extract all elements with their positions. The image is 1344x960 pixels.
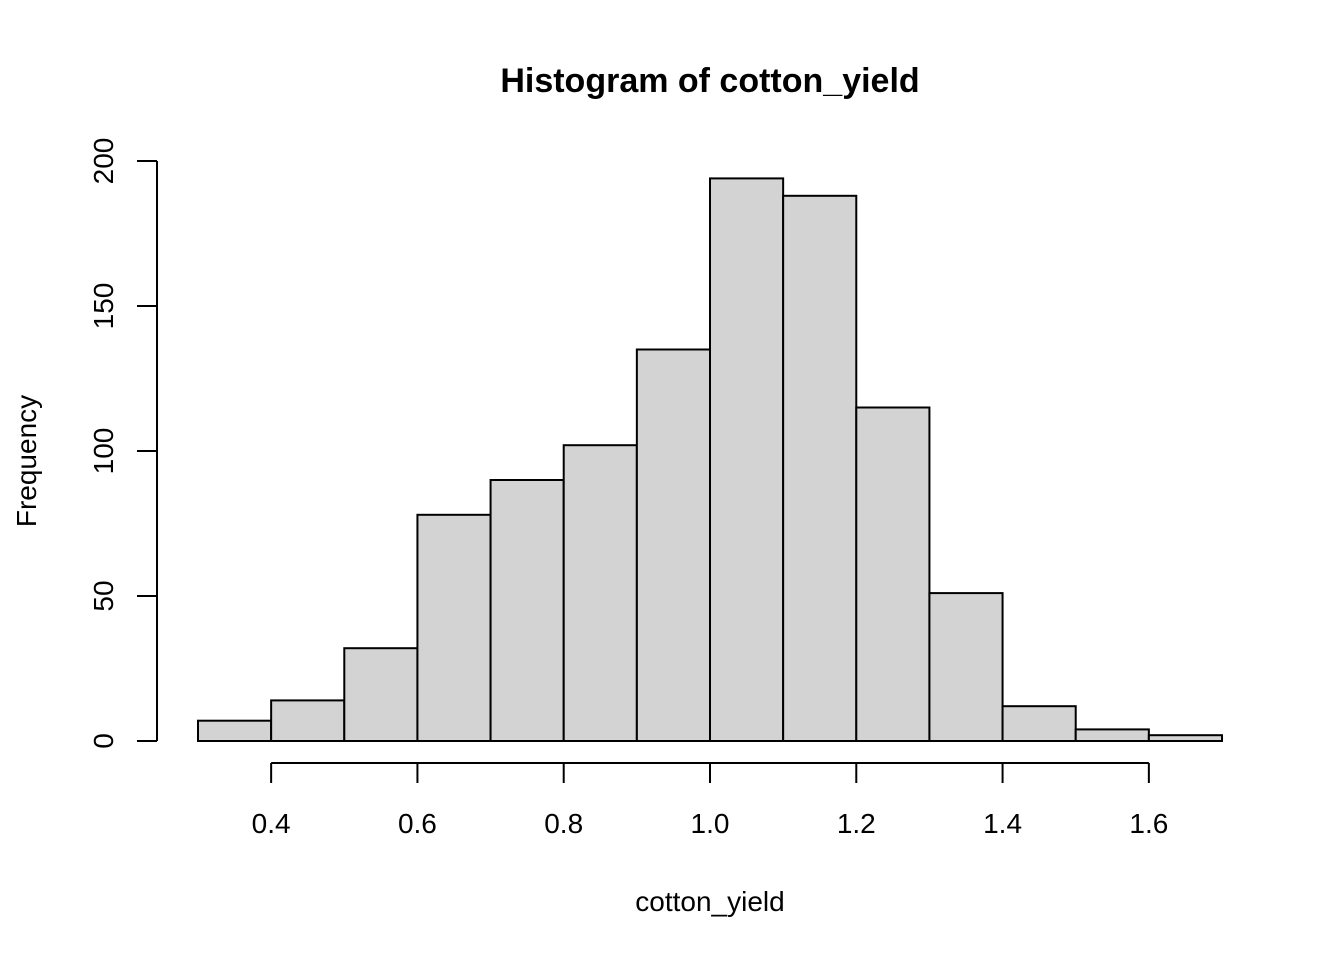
y-tick-label-2: 100 <box>88 428 119 475</box>
histogram-bar-0 <box>197 719 273 743</box>
y-tick-label-4: 200 <box>88 138 119 185</box>
y-axis-label: Frequency <box>11 395 42 527</box>
y-tick-label-0: 0 <box>88 733 119 749</box>
histogram-bar-3 <box>416 513 492 742</box>
histogram-bar-8 <box>782 194 858 743</box>
histogram-bar-1 <box>270 699 346 743</box>
chart-title: Histogram of cotton_yield <box>500 62 919 100</box>
histogram-bar-4 <box>489 479 565 742</box>
histogram-bar-6 <box>635 348 711 742</box>
y-axis: 0 50 100 150 200 <box>88 138 158 749</box>
histogram-bar-9 <box>855 406 931 742</box>
x-tick-label-6: 1.6 <box>1129 808 1168 839</box>
histogram-bar-5 <box>562 444 638 742</box>
x-tick-label-2: 0.8 <box>544 808 583 839</box>
x-tick-label-3: 1.0 <box>691 808 730 839</box>
x-tick-label-4: 1.2 <box>837 808 876 839</box>
x-axis: 0.4 0.6 0.8 1.0 1.2 1.4 1.6 <box>252 762 1168 839</box>
x-tick-label-1: 0.6 <box>398 808 437 839</box>
bars-group <box>197 177 1224 743</box>
x-axis-label: cotton_yield <box>635 886 784 917</box>
histogram-bar-12 <box>1074 728 1150 743</box>
histogram-bar-2 <box>343 647 419 743</box>
histogram-bar-7 <box>709 177 785 742</box>
x-tick-label-0: 0.4 <box>252 808 291 839</box>
x-tick-label-5: 1.4 <box>983 808 1022 839</box>
y-tick-label-1: 50 <box>88 580 119 611</box>
histogram-bar-11 <box>1001 705 1077 743</box>
histogram-bar-13 <box>1147 734 1224 743</box>
y-tick-label-3: 150 <box>88 283 119 330</box>
histogram-bar-10 <box>928 592 1004 742</box>
